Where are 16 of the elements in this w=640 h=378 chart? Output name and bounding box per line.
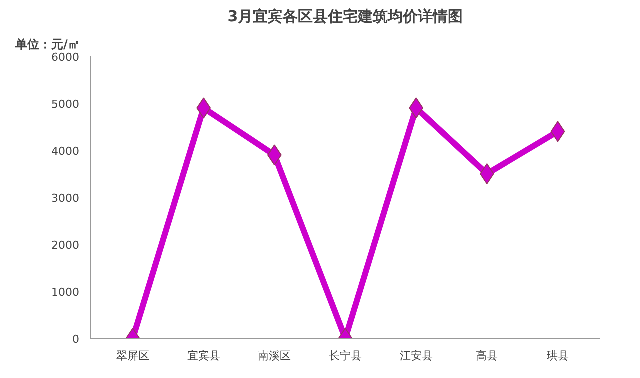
y-tick-label: 1000: [52, 286, 80, 299]
x-tick-label: 翠屏区: [116, 350, 150, 362]
y-tick-label: 6000: [52, 51, 80, 64]
y-tick-label: 4000: [52, 145, 80, 158]
y-tick-label: 3000: [52, 192, 80, 205]
x-tick-label: 珙县: [547, 350, 569, 362]
x-tick-label: 长宁县: [329, 350, 362, 362]
x-tick-label: 高县: [476, 350, 498, 362]
x-tick-label: 宜宾县: [187, 350, 220, 362]
y-tick-label: 2000: [52, 239, 80, 252]
chart-title: 3月宜宾各区县住宅建筑均价详情图: [228, 8, 464, 26]
y-tick-label: 5000: [52, 98, 80, 111]
x-tick-label: 江安县: [400, 350, 433, 362]
y-tick-label: 0: [72, 333, 80, 346]
x-tick-label: 南溪区: [258, 350, 292, 362]
y-axis-title: 单位：元/㎡: [14, 38, 80, 52]
